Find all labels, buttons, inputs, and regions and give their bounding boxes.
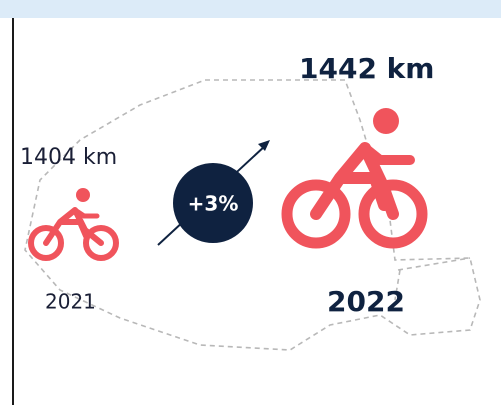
change-label: +3% <box>188 192 239 216</box>
year-label: 2021 <box>45 290 96 314</box>
bike-large <box>281 108 428 249</box>
change-badge <box>173 163 253 243</box>
value-label: 1442 km <box>299 52 434 85</box>
bike-small <box>28 188 119 261</box>
top-band <box>0 0 501 18</box>
value-label: 1404 km <box>20 145 117 170</box>
dashed-outline <box>394 257 471 301</box>
year-label: 2022 <box>327 285 405 318</box>
